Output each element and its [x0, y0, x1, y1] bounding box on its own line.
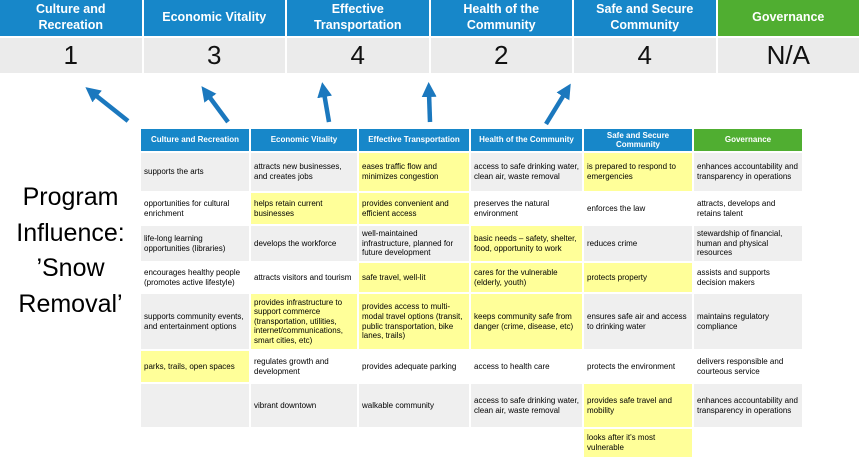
matrix-cell: access to safe drinking water, clean air…	[470, 152, 583, 192]
matrix-cell: delivers responsible and courteous servi…	[693, 350, 803, 383]
matrix-cell: assists and supports decision makers	[693, 262, 803, 293]
matrix-cell: provides safe travel and mobility	[583, 383, 693, 428]
priority-score: 2	[430, 38, 572, 73]
matrix-cell: protects property	[583, 262, 693, 293]
priority-column-health: Health of the Community 2	[430, 0, 572, 73]
matrix-cell-empty	[470, 428, 583, 458]
priority-header: Effective Transportation	[287, 0, 429, 36]
arrow-icon	[85, 87, 130, 123]
matrix-cell: attracts new businesses, and creates job…	[250, 152, 358, 192]
matrix-cell: preserves the natural environment	[470, 192, 583, 225]
matrix-cell: provides infrastructure to support comme…	[250, 293, 358, 350]
matrix-column-header: Safe and Secure Community	[583, 128, 693, 152]
priority-header: Culture and Recreation	[0, 0, 142, 36]
priority-score: 4	[287, 38, 429, 73]
priority-column-culture: Culture and Recreation 1	[0, 0, 142, 73]
priority-column-safety: Safe and Secure Community 4	[574, 0, 716, 73]
matrix-cell: eases traffic flow and minimizes congest…	[358, 152, 470, 192]
matrix-cell: enhances accountability and transparency…	[693, 383, 803, 428]
priority-column-transportation: Effective Transportation 4	[287, 0, 429, 73]
program-matrix-table: Culture and Recreation Economic Vitality E…	[140, 128, 803, 458]
matrix-column-header: Culture and Recreation	[140, 128, 250, 152]
matrix-column-header: Governance	[693, 128, 803, 152]
arrow-icon	[421, 82, 437, 123]
program-influence-title: Program Influence: ’Snow Removal’	[16, 183, 125, 318]
priority-score: 4	[574, 38, 716, 73]
matrix-cell: vibrant downtown	[250, 383, 358, 428]
matrix-cell: access to health care	[470, 350, 583, 383]
priority-score: N/A	[717, 38, 859, 73]
matrix-cell: walkable community	[358, 383, 470, 428]
priority-header: Governance	[717, 0, 859, 36]
matrix-cell: provides convenient and efficient access	[358, 192, 470, 225]
arrows-layer	[85, 82, 571, 126]
matrix-cell: cares for the vulnerable (elderly, youth…	[470, 262, 583, 293]
matrix-cell: regulates growth and development	[250, 350, 358, 383]
arrow-icon	[544, 83, 571, 126]
matrix-cell: protects the environment	[583, 350, 693, 383]
matrix-cell-empty	[358, 428, 470, 458]
priority-score: 1	[0, 38, 142, 73]
matrix-cell: well-maintained infrastructure, planned …	[358, 225, 470, 262]
matrix-cell: looks after it's most vulnerable	[583, 428, 693, 458]
matrix-cell: encourages healthy people (promotes acti…	[140, 262, 250, 293]
matrix-cell-empty	[140, 428, 250, 458]
matrix-cell: reduces crime	[583, 225, 693, 262]
matrix-column-header: Effective Transportation	[358, 128, 470, 152]
matrix-cell: safe travel, well-lit	[358, 262, 470, 293]
matrix-cell: parks, trails, open spaces	[140, 350, 250, 383]
matrix-cell-empty	[140, 383, 250, 428]
matrix-column-header: Economic Vitality	[250, 128, 358, 152]
matrix-cell: attracts visitors and tourism	[250, 262, 358, 293]
matrix-column-header: Health of the Community	[470, 128, 583, 152]
priority-header: Economic Vitality	[143, 0, 285, 36]
matrix-cell: enhances accountability and transparency…	[693, 152, 803, 192]
matrix-cell: provides adequate parking	[358, 350, 470, 383]
priority-score: 3	[143, 38, 285, 73]
matrix-cell: supports the arts	[140, 152, 250, 192]
priority-header: Health of the Community	[430, 0, 572, 36]
matrix-cell-empty	[693, 428, 803, 458]
matrix-cell: is prepared to respond to emergencies	[583, 152, 693, 192]
priority-column-governance: Governance N/A	[717, 0, 859, 73]
arrow-icon	[317, 82, 333, 123]
matrix-cell: basic needs – safety, shelter, food, opp…	[470, 225, 583, 262]
matrix-cell: ensures safe air and access to drinking …	[583, 293, 693, 350]
matrix-cell: develops the workforce	[250, 225, 358, 262]
priority-column-economic: Economic Vitality 3	[143, 0, 285, 73]
matrix-cell: helps retain current businesses	[250, 192, 358, 225]
matrix-cell: keeps community safe from danger (crime,…	[470, 293, 583, 350]
matrix-cell: enforces the law	[583, 192, 693, 225]
matrix-cell: stewardship of financial, human and phys…	[693, 225, 803, 262]
matrix-cell: life-long learning opportunities (librar…	[140, 225, 250, 262]
matrix-cell: provides access to multi-modal travel op…	[358, 293, 470, 350]
matrix-cell: attracts, develops and retains talent	[693, 192, 803, 225]
matrix-cell: opportunities for cultural enrichment	[140, 192, 250, 225]
priority-band: Culture and Recreation 1 Economic Vitali…	[0, 0, 859, 73]
matrix-cell: supports community events, and entertain…	[140, 293, 250, 350]
matrix-cell-empty	[250, 428, 358, 458]
matrix-cell: access to safe drinking water, clean air…	[470, 383, 583, 428]
matrix-cell: maintains regulatory compliance	[693, 293, 803, 350]
arrow-icon	[201, 86, 230, 124]
priority-header: Safe and Secure Community	[574, 0, 716, 36]
